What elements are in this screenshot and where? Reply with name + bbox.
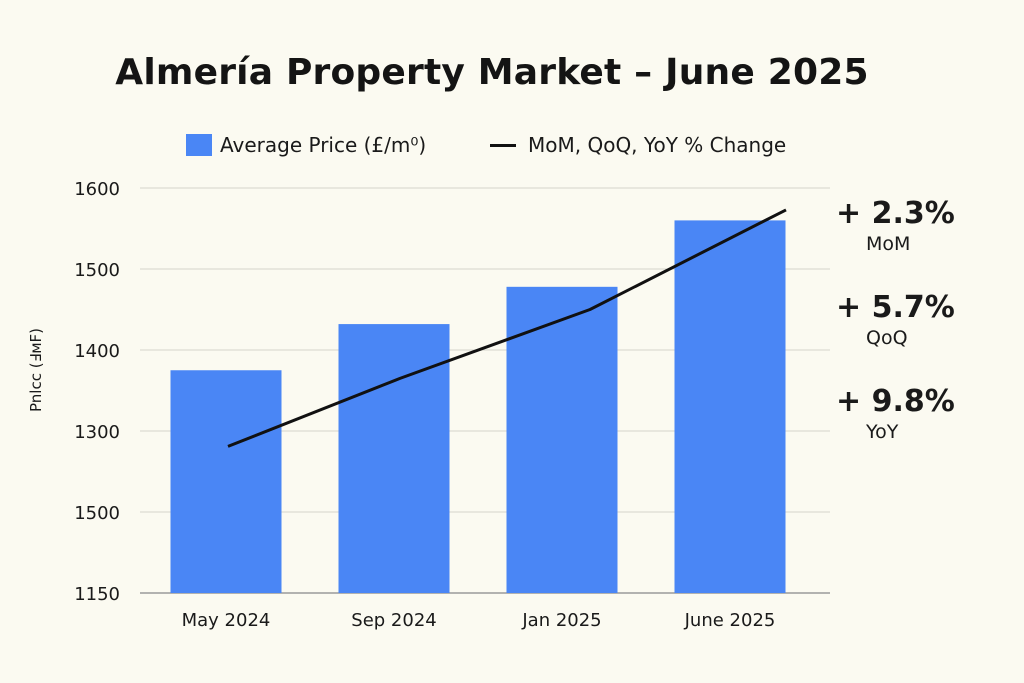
- x-tick-label: Sep 2024: [351, 610, 436, 631]
- chart-title: Almería Property Market – June 2025: [115, 52, 869, 93]
- trend-line: [227, 208, 787, 448]
- x-tick-label: May 2024: [182, 610, 271, 631]
- bar: [170, 370, 282, 593]
- stat-qoq-label: QoQ: [866, 327, 908, 349]
- y-tick-label: 1500: [74, 260, 120, 281]
- legend-bar-label: Average Price (£/m⁰): [220, 133, 427, 157]
- legend: Average Price (£/m⁰) MoM, QoQ, YoY % Cha…: [0, 130, 1024, 162]
- stat-yoy-label: YoY: [866, 421, 899, 443]
- y-tick-label: 1300: [74, 422, 120, 443]
- bar: [338, 324, 450, 593]
- x-tick-label: Jan 2025: [521, 610, 601, 631]
- bar: [506, 286, 618, 593]
- legend-bar-swatch: [186, 134, 212, 156]
- stat-mom: + 2.3% MoM: [836, 196, 966, 255]
- y-tick-label: 1500: [74, 503, 120, 524]
- stat-mom-label: MoM: [866, 233, 911, 255]
- stat-yoy: + 9.8% YoY: [836, 384, 966, 443]
- y-tick-label: 1150: [74, 584, 120, 605]
- bar: [674, 220, 786, 593]
- x-tick-label: June 2025: [684, 610, 776, 631]
- legend-line-label: MoM, QoQ, YoY % Change: [528, 133, 787, 157]
- stat-yoy-value: + 9.8%: [836, 384, 955, 419]
- legend-line-swatch: [490, 144, 516, 147]
- stat-qoq-value: + 5.7%: [836, 290, 955, 325]
- y-tick-label: 1600: [74, 179, 120, 200]
- stat-mom-value: + 2.3%: [836, 196, 955, 231]
- stat-qoq: + 5.7% QoQ: [836, 290, 966, 349]
- y-tick-label: 1400: [74, 341, 120, 362]
